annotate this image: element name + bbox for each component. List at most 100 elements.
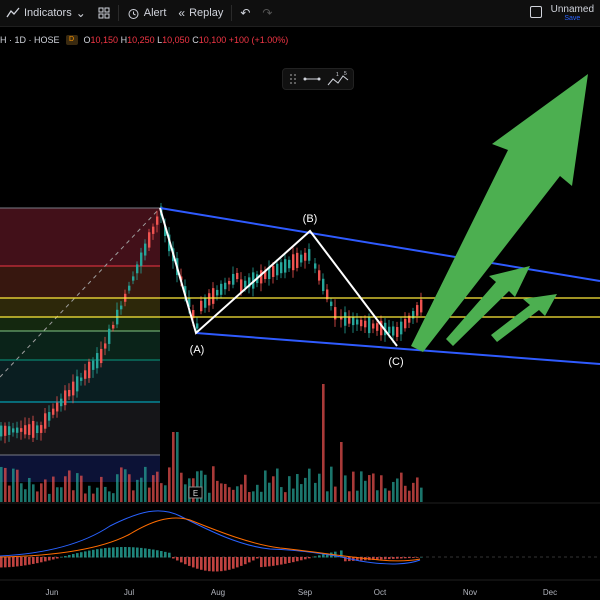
wave-label-b: (B): [303, 213, 318, 225]
macd-histogram-bar: [168, 552, 171, 558]
low-value: 10,050: [162, 35, 190, 45]
layout-icon[interactable]: [530, 6, 542, 18]
macd-histogram-bar: [140, 547, 143, 558]
macd-histogram-bar: [356, 557, 359, 561]
redo-button[interactable]: ↷: [256, 0, 278, 26]
candle-body: [48, 412, 51, 421]
macd-histogram-bar: [64, 556, 67, 558]
candle-body: [68, 389, 71, 397]
volume-bar: [144, 466, 147, 502]
forecast-arrow-large: [411, 74, 588, 352]
volume-bar: [0, 466, 3, 502]
volume-bar: [244, 474, 247, 502]
macd-histogram-bar: [308, 557, 311, 559]
volume-bar: [36, 491, 39, 502]
toolbar-divider: [231, 5, 233, 21]
volume-bar: [272, 476, 275, 502]
candle-body: [164, 226, 167, 236]
symbol-label[interactable]: H · 1D · HOSE: [0, 35, 60, 45]
symbol-legend[interactable]: H · 1D · HOSE D O10,150 H10,250 L10,050 …: [0, 33, 288, 47]
fib-diagonal-line: [0, 207, 161, 378]
candle-body: [288, 259, 291, 269]
macd-histogram-bar: [352, 557, 355, 561]
price-chart[interactable]: (A) (B) (C) E Jun Jul Aug Sep Oct Nov Dec: [0, 26, 600, 600]
volume-bar: [220, 483, 223, 502]
macd-histogram-bar: [32, 557, 35, 564]
volume-bar: [314, 482, 317, 502]
volume-marker-e[interactable]: E: [188, 486, 203, 499]
volume-bar: [124, 469, 127, 502]
volume-bar: [44, 479, 47, 502]
time-axis[interactable]: Jun Jul Aug Sep Oct Nov Dec: [46, 588, 558, 597]
drag-handle-icon[interactable]: [289, 73, 297, 85]
macd-histogram-bar: [48, 557, 51, 561]
alert-button[interactable]: Alert: [121, 0, 173, 26]
volume-bar: [88, 485, 91, 502]
volume-bar: [364, 480, 367, 502]
volume-bar: [420, 487, 423, 502]
volume-bar: [400, 472, 403, 502]
macd-histogram-bar: [296, 557, 299, 562]
volume-bar: [344, 475, 347, 502]
alert-clock-icon: [128, 8, 139, 19]
volume-bar: [330, 466, 333, 502]
volume-bar: [240, 484, 243, 502]
volume-bar: [72, 490, 75, 502]
indicators-button[interactable]: Indicators ⌄: [0, 0, 92, 26]
macd-histogram-bar: [252, 557, 255, 561]
volume-bar: [232, 489, 235, 502]
macd-histogram-bar: [52, 557, 55, 560]
ohlc-values: O10,150 H10,250 L10,050 C10,100 +100 (+1…: [84, 35, 289, 45]
layout-name: Unnamed: [550, 4, 594, 15]
macd-histogram-bar: [408, 557, 411, 559]
candle-body: [300, 254, 303, 263]
volume-bar: [200, 470, 203, 502]
candle-body: [96, 353, 99, 369]
time-axis-label: Nov: [463, 588, 477, 597]
volume-bars: [0, 384, 423, 502]
volume-bar: [40, 483, 43, 502]
volume-bar: [84, 493, 87, 502]
replay-label: Replay: [189, 7, 224, 19]
volume-bar: [322, 384, 325, 502]
candlesticks: [0, 202, 423, 444]
macd-histogram-bar: [116, 547, 119, 558]
macd-histogram-bar: [376, 557, 379, 560]
macd-histogram-bar: [112, 547, 115, 558]
candle-body: [4, 425, 7, 436]
wave-tool-icon[interactable]: 1 5: [327, 71, 349, 87]
candle-body: [360, 319, 363, 327]
volume-bar: [318, 473, 321, 502]
candle-body: [364, 320, 367, 328]
volume-bar: [20, 483, 23, 502]
time-axis-label: Jul: [124, 588, 134, 597]
chevron-down-icon[interactable]: ⌄: [75, 6, 86, 20]
templates-button[interactable]: [92, 0, 116, 26]
macd-histogram-bar: [224, 557, 227, 571]
candle-body: [52, 408, 55, 415]
channel-lower-line: [195, 332, 600, 365]
replay-button[interactable]: « Replay: [172, 0, 229, 26]
candle-body: [220, 283, 223, 295]
candle-body: [348, 316, 351, 324]
volume-bar: [8, 485, 11, 502]
volume-bar: [112, 493, 115, 502]
volume-bar: [216, 480, 219, 502]
macd-histogram-bar: [204, 557, 207, 571]
macd-histogram-bar: [340, 550, 343, 558]
layout-name-button[interactable]: Unnamed Save: [551, 4, 594, 22]
line-tool-icon[interactable]: [303, 73, 321, 85]
volume-bar: [360, 471, 363, 502]
macd-histogram-bar: [228, 557, 231, 570]
candle-body: [264, 271, 267, 279]
candle-body: [88, 361, 91, 379]
undo-button[interactable]: ↶: [234, 0, 256, 26]
high-key: H: [120, 35, 128, 45]
fib-zone: [0, 360, 160, 402]
candle-body: [396, 327, 399, 337]
macd-histogram-bar: [248, 557, 251, 563]
macd-histogram-bar: [384, 557, 387, 560]
macd-histogram-bar: [60, 557, 63, 558]
volume-bar: [168, 467, 171, 502]
macd-histogram-bar: [40, 557, 43, 563]
